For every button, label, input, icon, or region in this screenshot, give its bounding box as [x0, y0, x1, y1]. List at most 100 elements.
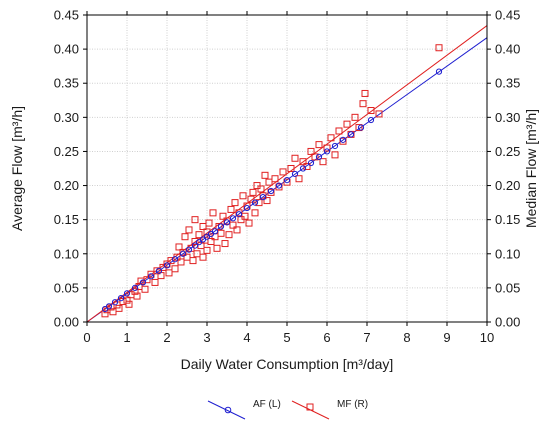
point-af: [171, 256, 179, 263]
y-tick-label-right: 0.10: [495, 246, 520, 261]
x-tick-label: 5: [283, 330, 290, 345]
x-tick-label: 6: [323, 330, 330, 345]
point-mf: [141, 285, 149, 293]
point-af: [229, 215, 237, 222]
point-mf: [247, 195, 255, 203]
point-af: [275, 182, 283, 189]
point-mf: [125, 300, 133, 308]
point-mf: [251, 209, 259, 217]
legend-label-af: AF (L): [253, 399, 281, 410]
point-mf: [327, 134, 335, 142]
point-mf: [233, 226, 241, 234]
legend-marker-af: [224, 406, 232, 414]
point-mf: [151, 278, 159, 286]
point-mf: [115, 304, 123, 312]
x-tick-label: 9: [443, 330, 450, 345]
x-tick-label: 8: [403, 330, 410, 345]
point-mf: [361, 89, 369, 97]
point-mf: [223, 217, 231, 225]
point-af: [223, 219, 231, 226]
point-mf: [171, 265, 179, 273]
point-mf: [267, 188, 275, 196]
point-mf: [175, 243, 183, 251]
point-mf: [367, 107, 375, 115]
y-tick-label-left: 0.05: [54, 280, 79, 295]
legend: AF (L) MF (R): [207, 399, 368, 420]
x-axis-title: Daily Water Consumption [m³/day]: [181, 356, 394, 372]
point-mf: [239, 192, 247, 200]
y-axis-right-title: Median Flow [m³/h]: [523, 109, 539, 228]
point-af: [111, 299, 119, 306]
point-mf: [219, 212, 227, 220]
point-mf: [229, 221, 237, 229]
point-mf: [243, 202, 251, 210]
point-mf: [435, 44, 443, 52]
point-mf: [231, 199, 239, 207]
point-af: [131, 284, 139, 291]
x-tick-label: 2: [163, 330, 170, 345]
point-mf: [225, 231, 233, 239]
point-mf: [263, 197, 271, 205]
y-tick-label-right: 0.35: [495, 76, 520, 91]
x-tick-label: 4: [243, 330, 250, 345]
point-mf: [199, 253, 207, 261]
y-axis-left-title: Average Flow [m³/h]: [9, 106, 25, 231]
point-mf: [261, 171, 269, 179]
point-mf: [203, 246, 211, 254]
point-af: [217, 223, 225, 230]
point-mf: [339, 137, 347, 145]
x-tick-label: 3: [203, 330, 210, 345]
point-af: [123, 290, 131, 297]
point-mf: [189, 257, 197, 265]
point-mf: [279, 168, 287, 176]
legend-line-af: [207, 400, 246, 420]
point-mf: [359, 100, 367, 108]
point-af: [211, 228, 219, 235]
point-af: [139, 279, 147, 286]
y-tick-label-left: 0.25: [54, 144, 79, 159]
point-mf: [165, 269, 173, 277]
point-af: [163, 262, 171, 269]
x-tick-label: 0: [83, 330, 90, 345]
point-mf: [221, 240, 229, 248]
y-tick-label-right: 0.25: [495, 144, 520, 159]
point-mf: [335, 127, 343, 135]
point-mf: [287, 165, 295, 172]
point-mf: [249, 188, 257, 196]
point-mf: [179, 248, 187, 256]
point-mf: [195, 231, 203, 239]
point-mf: [241, 212, 249, 220]
point-af: [117, 295, 125, 302]
x-tick-label: 1: [123, 330, 130, 345]
point-mf: [207, 237, 215, 245]
y-tick-label-right: 0.05: [495, 280, 520, 295]
point-mf: [123, 296, 131, 304]
y-tick-label-right: 0.30: [495, 110, 520, 125]
point-mf: [275, 183, 283, 191]
point-mf: [191, 237, 199, 245]
point-mf: [331, 151, 339, 159]
y-tick-label-right: 0.00: [495, 315, 520, 330]
point-mf: [227, 205, 235, 213]
point-mf: [323, 144, 331, 152]
point-mf: [191, 216, 199, 224]
point-af: [367, 116, 375, 124]
y-tick-label-left: 0.00: [54, 315, 79, 330]
point-af: [179, 250, 187, 257]
grid: [87, 15, 487, 322]
data-points: [101, 44, 443, 318]
point-mf: [257, 185, 265, 193]
y-tick-label-left: 0.30: [54, 110, 79, 125]
y-tick-label-left: 0.10: [54, 246, 79, 261]
point-mf: [375, 110, 383, 118]
point-mf: [319, 158, 327, 166]
point-af: [147, 273, 155, 280]
y-tick-label-right: 0.40: [495, 42, 520, 57]
point-mf: [355, 124, 363, 132]
point-mf: [271, 175, 279, 183]
y-tick-label-left: 0.35: [54, 76, 79, 91]
point-af: [105, 303, 113, 310]
point-mf: [245, 219, 253, 227]
point-mf: [131, 287, 139, 295]
